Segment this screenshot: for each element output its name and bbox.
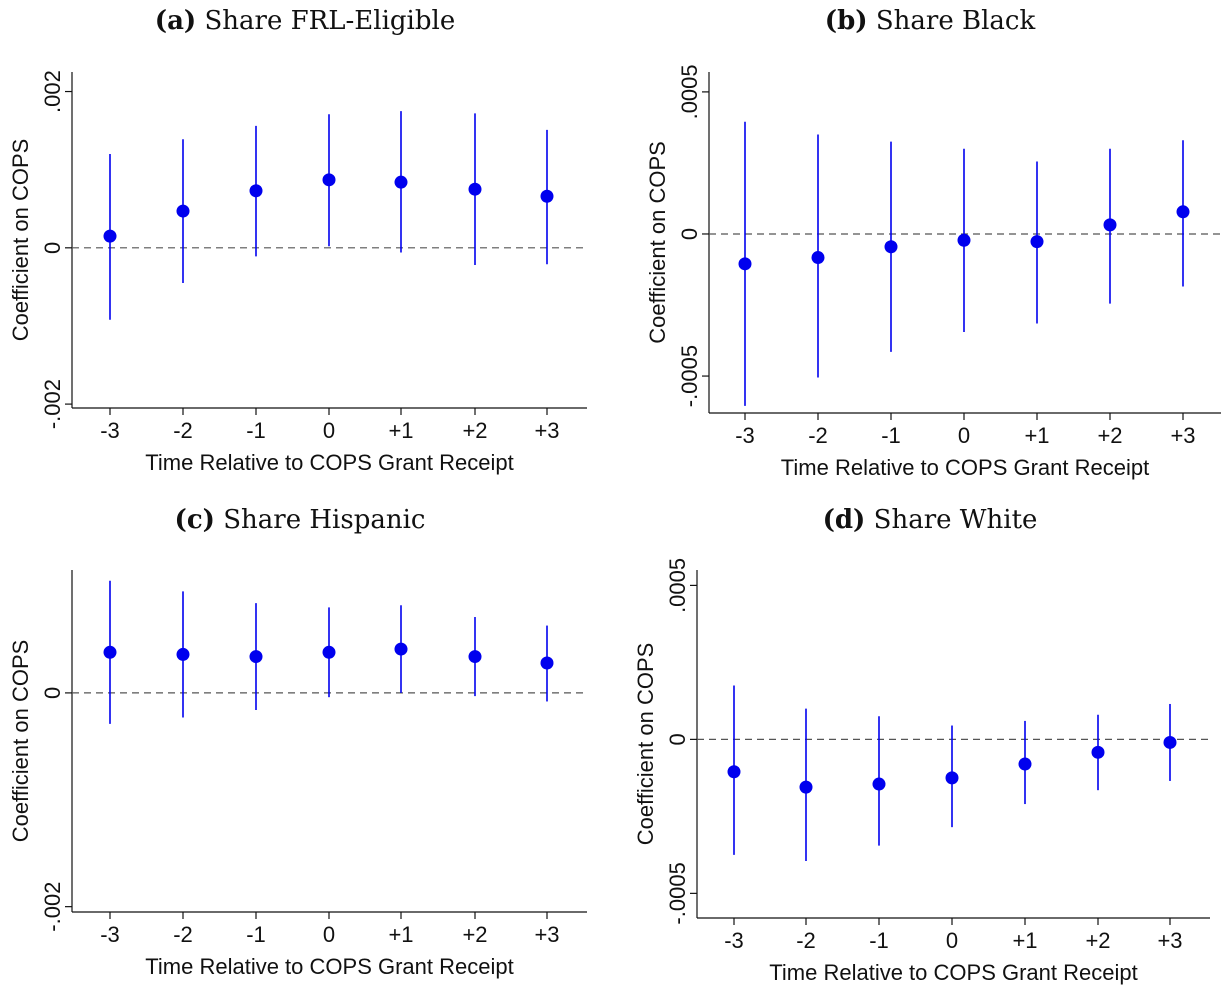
panel-a-x-tick-label-3: 0 [323,418,335,443]
panel-a-x-axis-label: Time Relative to COPS Grant Receipt [145,450,513,475]
panel-b-tag: (b) [824,6,868,36]
panel-c-x-tick-label-5: +2 [462,922,487,947]
panel-b-x-tick-label-6: +3 [1170,423,1195,448]
panel-d-title-text: Share White [873,505,1038,535]
panel-a-title-text: Share FRL-Eligible [204,6,456,36]
panel-c-x-tick-label-6: +3 [534,922,559,947]
panel-a-point-4 [394,175,408,189]
panel-b-x-tick-label-0: -3 [735,423,755,448]
panel-d-point-2 [872,777,886,791]
panel-c-y-tick-label-1: -.002 [40,882,65,932]
panel-c-point-1 [176,647,190,661]
panel-a-point-2 [249,184,263,198]
panel-c-point-5 [468,650,482,664]
panel-b-y-tick-label-2: -.0005 [677,345,702,407]
panel-c-x-tick-label-2: -1 [246,922,266,947]
panel-c-y-axis-label: Coefficient on COPS [8,640,33,843]
panel-b-title: (b) Share Black [780,6,1080,36]
panel-a-x-tick-label-4: +1 [388,418,413,443]
panel-c-point-3 [322,645,336,659]
panel-a-x-tick-label-2: -1 [246,418,266,443]
panel-a-x-tick-label-6: +3 [534,418,559,443]
panel-d-point-0 [727,765,741,779]
panel-b-y-axis-label: Coefficient on COPS [645,141,670,344]
panel-d-x-tick-label-0: -3 [724,928,744,953]
panel-d-x-axis-label: Time Relative to COPS Grant Receipt [769,960,1137,985]
panel-a-title: (a) Share FRL-Eligible [135,6,475,36]
panel-b-x-axis-label: Time Relative to COPS Grant Receipt [781,455,1149,480]
panel-a-point-6 [540,189,554,203]
panel-b-point-3 [957,233,971,247]
panel-a-point-5 [468,182,482,196]
panel-d-y-tick-label-2: -.0005 [665,862,690,924]
panel-c-tag: (c) [174,505,215,535]
panel-d-tag: (d) [822,505,866,535]
panel-b-point-6 [1176,205,1190,219]
panel-b-x-tick-label-4: +1 [1024,423,1049,448]
panel-c-x-tick-label-4: +1 [388,922,413,947]
panel-c-x-axis-label: Time Relative to COPS Grant Receipt [145,954,513,979]
panel-c-title-text: Share Hispanic [223,505,426,535]
panel-b-point-1 [811,251,825,265]
panel-d-x-tick-label-1: -2 [796,928,816,953]
panel-b-point-4 [1030,235,1044,249]
panel-a-point-3 [322,173,336,187]
panel-a-tag: (a) [154,6,197,36]
panel-b-point-0 [738,257,752,271]
panel-d-x-tick-label-5: +2 [1085,928,1110,953]
panel-b-x-tick-label-2: -1 [881,423,901,448]
panel-d-y-tick-label-0: .0005 [665,558,690,613]
panel-c-title: (c) Share Hispanic [140,505,460,535]
panel-a-point-1 [176,204,190,218]
panel-d-point-1 [799,780,813,794]
panel-c-x-tick-label-3: 0 [323,922,335,947]
panel-a-x-tick-label-1: -2 [173,418,193,443]
panel-d-x-tick-label-4: +1 [1012,928,1037,953]
panel-d-x-tick-label-2: -1 [869,928,889,953]
panel-a-x-tick-label-0: -3 [100,418,120,443]
panel-c-point-2 [249,650,263,664]
panel-b-title-text: Share Black [875,6,1036,36]
panel-c-y-tick-label-0: 0 [40,687,65,699]
panel-a-y-tick-label-1: 0 [40,242,65,254]
panel-d-y-axis-label: Coefficient on COPS [633,643,658,846]
panel-d-point-6 [1163,735,1177,749]
panel-c-x-tick-label-1: -2 [173,922,193,947]
panel-a-y-tick-label-2: -.002 [40,379,65,429]
panel-b-y-tick-label-1: 0 [677,228,702,240]
panel-d-x-tick-label-3: 0 [946,928,958,953]
panel-b-y-tick-label-0: .0005 [677,64,702,119]
panel-c-point-4 [394,642,408,656]
panel-b-x-tick-label-5: +2 [1097,423,1122,448]
panel-b-x-tick-label-1: -2 [808,423,828,448]
panel-b-point-2 [884,240,898,254]
panel-d-y-tick-label-1: 0 [665,733,690,745]
panel-a-y-tick-label-0: .002 [40,70,65,113]
panel-d-x-tick-label-6: +3 [1157,928,1182,953]
panel-d-point-3 [945,771,959,785]
panel-a-y-axis-label: Coefficient on COPS [8,139,33,342]
panel-c-point-6 [540,656,554,670]
panel-b-x-tick-label-3: 0 [958,423,970,448]
panel-d-title: (d) Share White [780,505,1080,535]
panel-a-point-0 [103,229,117,243]
panel-a-x-tick-label-5: +2 [462,418,487,443]
panel-d-point-4 [1018,757,1032,771]
panel-b-point-5 [1103,218,1117,232]
panel-c-x-tick-label-0: -3 [100,922,120,947]
panel-c-point-0 [103,645,117,659]
panel-d-point-5 [1091,745,1105,759]
